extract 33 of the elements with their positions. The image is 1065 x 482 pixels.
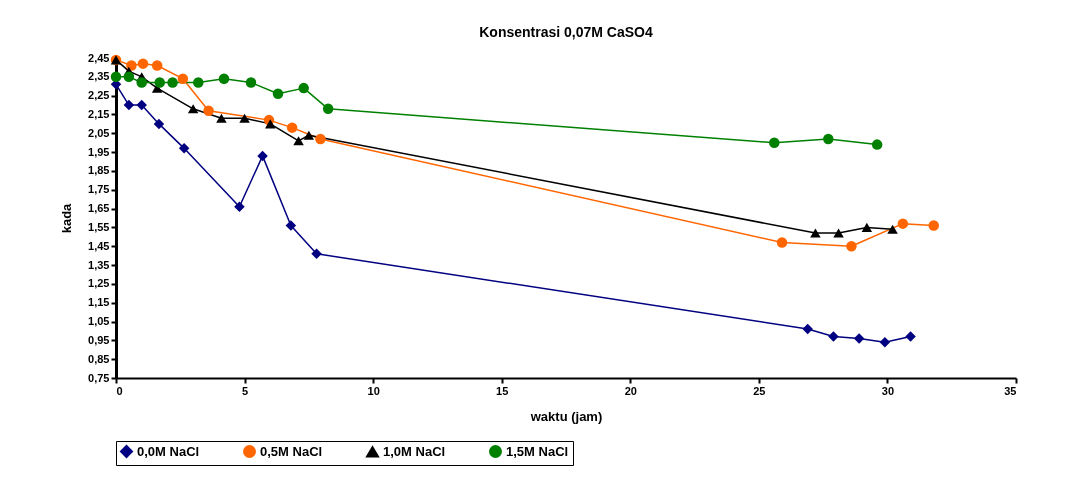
x-tick-label: 35 <box>1004 384 1017 397</box>
x-tick-label: 25 <box>753 384 766 397</box>
y-tick-label: 2,25 <box>88 89 110 102</box>
y-tick-label: 1,25 <box>88 277 110 290</box>
y-tick-label: 1,55 <box>88 220 110 233</box>
y-tick-label: 0,95 <box>88 333 110 346</box>
y-tick-label: 2,45 <box>88 51 110 64</box>
legend-label: 1,0M NaCl <box>383 443 446 459</box>
x-axis-title: waktu (jam) <box>529 408 603 424</box>
x-tick-label: 5 <box>242 384 249 397</box>
y-tick-label: 1,95 <box>88 145 110 158</box>
y-tick-label: 1,15 <box>88 296 110 309</box>
x-tick-label: 15 <box>496 384 509 397</box>
y-axis-title: kada <box>59 202 75 234</box>
x-tick-label: 20 <box>624 384 637 397</box>
y-tick-label: 2,15 <box>88 107 110 120</box>
x-tick-label: 10 <box>367 384 380 397</box>
y-tick-label: 2,05 <box>88 126 110 139</box>
legend-label: 0,0M NaCl <box>137 443 200 459</box>
y-tick-label: 0,75 <box>88 371 110 384</box>
y-tick-label: 1,65 <box>88 202 110 215</box>
y-tick-label: 1,45 <box>88 239 110 252</box>
x-tick-label: 30 <box>881 384 895 397</box>
y-tick-label: 0,85 <box>88 352 110 365</box>
y-tick-label: 1,05 <box>88 315 110 328</box>
y-tick-label: 2,35 <box>88 70 110 83</box>
x-tick-label: 0 <box>116 384 123 397</box>
legend-label: 1,5M NaCl <box>506 443 569 459</box>
legend-label: 0,5M NaCl <box>260 443 323 459</box>
y-tick-label: 1,35 <box>88 258 110 271</box>
y-tick-label: 1,85 <box>88 164 110 177</box>
y-tick-label: 1,75 <box>88 183 110 196</box>
chart-title: Konsentrasi 0,07M CaSO4 <box>479 24 653 40</box>
